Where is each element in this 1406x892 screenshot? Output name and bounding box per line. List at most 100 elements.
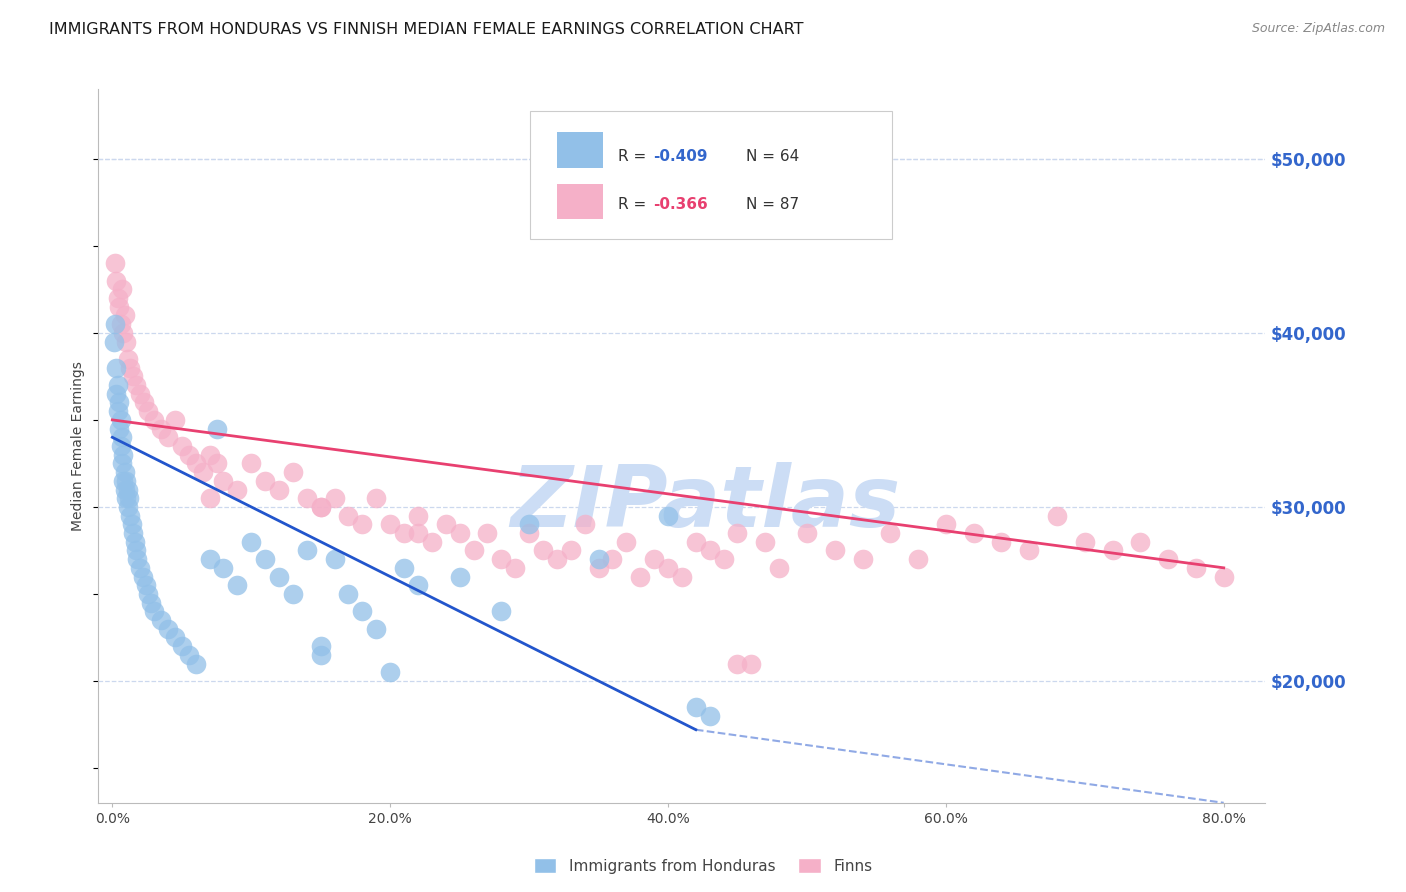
Point bbox=[121, 517, 143, 532]
Point bbox=[198, 552, 221, 566]
Point bbox=[491, 552, 513, 566]
Point bbox=[143, 604, 166, 618]
Point bbox=[560, 543, 582, 558]
Point bbox=[240, 534, 263, 549]
Point bbox=[141, 596, 163, 610]
Point bbox=[420, 534, 443, 549]
Point bbox=[135, 578, 157, 592]
Point bbox=[754, 534, 776, 549]
Point bbox=[588, 561, 610, 575]
Point bbox=[115, 334, 138, 349]
Text: IMMIGRANTS FROM HONDURAS VS FINNISH MEDIAN FEMALE EARNINGS CORRELATION CHART: IMMIGRANTS FROM HONDURAS VS FINNISH MEDI… bbox=[49, 22, 804, 37]
Point bbox=[699, 543, 721, 558]
Point bbox=[108, 395, 131, 409]
Point bbox=[574, 517, 596, 532]
Point bbox=[127, 552, 149, 566]
Point bbox=[112, 448, 135, 462]
Point bbox=[198, 491, 221, 506]
Point bbox=[122, 369, 145, 384]
Point bbox=[588, 552, 610, 566]
Point bbox=[105, 360, 128, 375]
Point bbox=[281, 465, 304, 479]
Point bbox=[309, 639, 332, 653]
Point bbox=[111, 430, 134, 444]
Point bbox=[177, 448, 200, 462]
Point bbox=[104, 317, 127, 331]
Point bbox=[103, 334, 125, 349]
Point bbox=[132, 569, 155, 583]
Point bbox=[108, 300, 131, 314]
Point bbox=[1129, 534, 1152, 549]
Point bbox=[117, 351, 139, 366]
Point bbox=[108, 421, 131, 435]
Point bbox=[163, 413, 186, 427]
Text: -0.409: -0.409 bbox=[652, 149, 707, 164]
Point bbox=[184, 457, 207, 471]
Point bbox=[129, 386, 152, 401]
Point bbox=[990, 534, 1012, 549]
Point bbox=[107, 378, 129, 392]
Point bbox=[254, 552, 277, 566]
Point bbox=[118, 491, 141, 506]
Point bbox=[111, 282, 134, 296]
Point bbox=[212, 561, 235, 575]
Point bbox=[309, 500, 332, 514]
Point bbox=[114, 483, 136, 497]
Text: R =: R = bbox=[617, 197, 651, 212]
Point bbox=[105, 274, 128, 288]
Point bbox=[1185, 561, 1208, 575]
Point bbox=[879, 526, 901, 541]
Point bbox=[463, 543, 485, 558]
Point bbox=[477, 526, 499, 541]
Point bbox=[337, 508, 360, 523]
Point bbox=[727, 657, 749, 671]
Point bbox=[117, 483, 139, 497]
Point bbox=[295, 491, 318, 506]
Point bbox=[628, 569, 651, 583]
Point bbox=[503, 561, 526, 575]
Point bbox=[768, 561, 790, 575]
Point bbox=[122, 526, 145, 541]
Point bbox=[366, 491, 388, 506]
Point bbox=[434, 517, 457, 532]
Point bbox=[323, 552, 346, 566]
Point bbox=[406, 526, 429, 541]
Text: Source: ZipAtlas.com: Source: ZipAtlas.com bbox=[1251, 22, 1385, 36]
Point bbox=[134, 395, 156, 409]
Point bbox=[935, 517, 957, 532]
Point bbox=[337, 587, 360, 601]
Point bbox=[1074, 534, 1097, 549]
Legend: Immigrants from Honduras, Finns: Immigrants from Honduras, Finns bbox=[527, 852, 879, 880]
Point bbox=[449, 569, 471, 583]
Point bbox=[491, 604, 513, 618]
Text: -0.366: -0.366 bbox=[652, 197, 707, 212]
Point bbox=[851, 552, 873, 566]
Point bbox=[406, 508, 429, 523]
Point bbox=[198, 448, 221, 462]
FancyBboxPatch shape bbox=[530, 111, 891, 239]
Point bbox=[156, 622, 179, 636]
Point bbox=[143, 413, 166, 427]
Point bbox=[170, 639, 193, 653]
Point bbox=[1212, 569, 1234, 583]
Point bbox=[671, 569, 693, 583]
Point bbox=[657, 508, 679, 523]
Point bbox=[309, 500, 332, 514]
Point bbox=[114, 309, 136, 323]
Point bbox=[104, 256, 127, 270]
Point bbox=[107, 404, 129, 418]
Point bbox=[727, 526, 749, 541]
Point bbox=[281, 587, 304, 601]
Point bbox=[125, 378, 148, 392]
Point bbox=[657, 561, 679, 575]
Point bbox=[309, 648, 332, 662]
Point bbox=[170, 439, 193, 453]
Point bbox=[406, 578, 429, 592]
Point bbox=[517, 526, 540, 541]
Point bbox=[107, 291, 129, 305]
Point bbox=[110, 439, 132, 453]
Point bbox=[184, 657, 207, 671]
Point bbox=[267, 483, 290, 497]
Point bbox=[699, 708, 721, 723]
Point bbox=[191, 465, 214, 479]
